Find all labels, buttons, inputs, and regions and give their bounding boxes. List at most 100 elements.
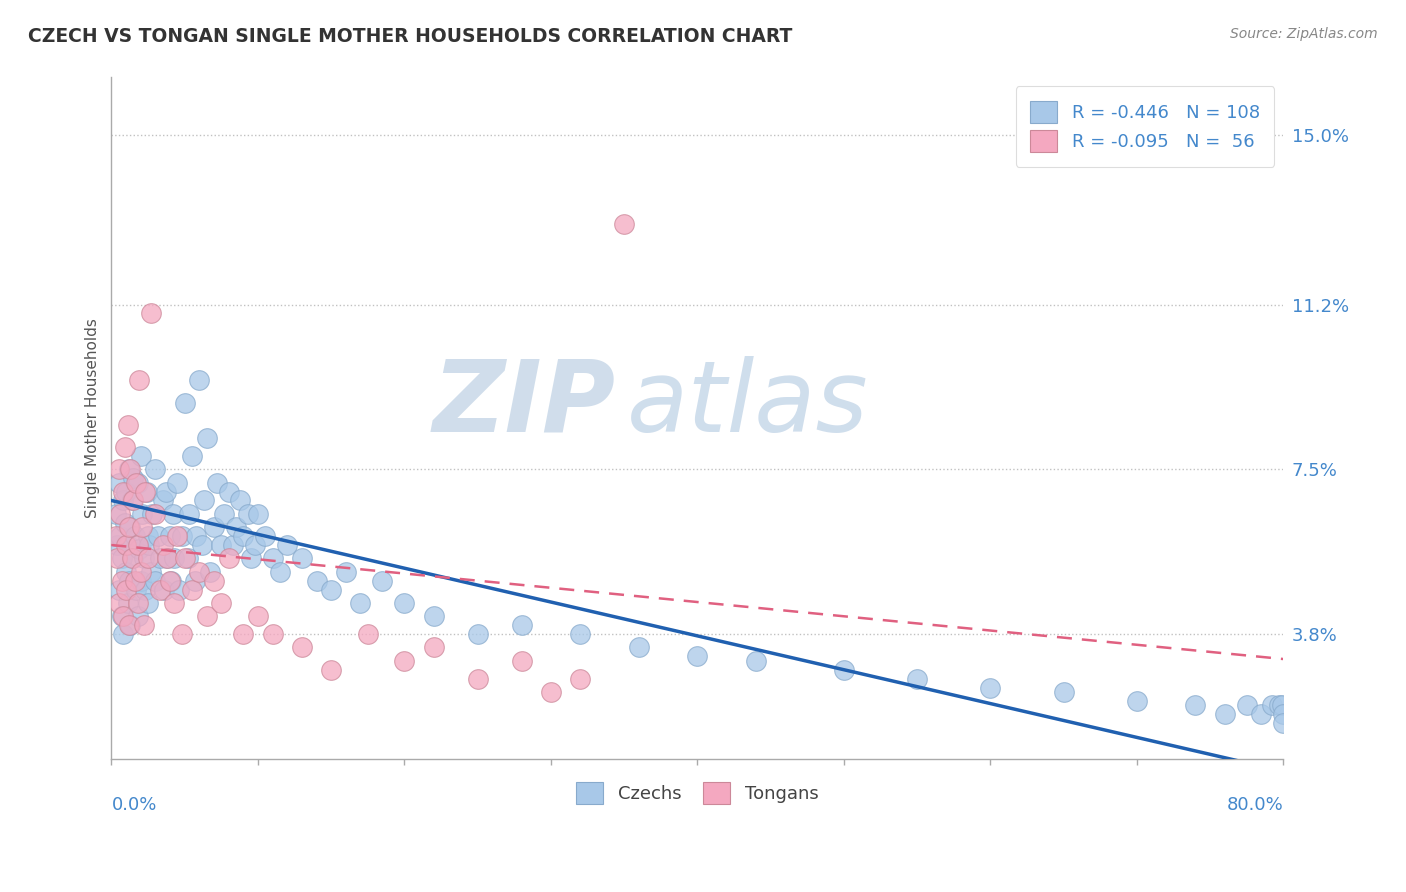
Point: [262, 551, 284, 566]
Point: [686, 649, 709, 664]
Point: [104, 507, 127, 521]
Point: [115, 484, 138, 499]
Point: [134, 484, 156, 499]
Point: [1126, 694, 1149, 708]
Point: [104, 529, 127, 543]
Point: [163, 551, 186, 566]
Point: [115, 582, 138, 597]
Point: [218, 551, 240, 566]
Point: [125, 582, 148, 597]
Point: [212, 507, 235, 521]
Point: [232, 627, 254, 641]
Point: [1272, 716, 1295, 731]
Point: [143, 462, 166, 476]
Point: [205, 475, 228, 490]
Point: [152, 538, 174, 552]
Point: [1271, 698, 1294, 713]
Point: [118, 462, 141, 476]
Point: [135, 484, 157, 499]
Point: [114, 516, 136, 530]
Point: [613, 218, 636, 232]
Point: [176, 551, 198, 566]
Point: [188, 565, 211, 579]
Point: [540, 685, 562, 699]
Point: [141, 507, 163, 521]
Point: [467, 672, 489, 686]
Point: [1052, 685, 1074, 699]
Point: [1260, 698, 1282, 713]
Point: [127, 609, 149, 624]
Point: [129, 449, 152, 463]
Text: atlas: atlas: [627, 356, 869, 453]
Point: [107, 462, 129, 476]
Point: [832, 663, 855, 677]
Point: [143, 574, 166, 588]
Point: [127, 538, 149, 552]
Point: [246, 609, 269, 624]
Point: [195, 609, 218, 624]
Point: [160, 574, 183, 588]
Point: [120, 520, 142, 534]
Point: [239, 551, 262, 566]
Point: [132, 618, 155, 632]
Point: [121, 551, 143, 566]
Point: [1250, 707, 1272, 722]
Point: [229, 493, 252, 508]
Point: [107, 582, 129, 597]
Point: [112, 627, 135, 641]
Point: [262, 627, 284, 641]
Point: [218, 484, 240, 499]
Point: [243, 538, 266, 552]
Point: [143, 507, 166, 521]
Point: [115, 538, 138, 552]
Point: [125, 475, 148, 490]
Point: [371, 574, 394, 588]
Point: [305, 574, 328, 588]
Point: [1184, 698, 1206, 713]
Point: [117, 417, 139, 432]
Point: [112, 609, 135, 624]
Point: [108, 529, 131, 543]
Point: [167, 582, 190, 597]
Point: [246, 507, 269, 521]
Point: [111, 551, 134, 566]
Point: [269, 565, 291, 579]
Point: [163, 596, 186, 610]
Point: [569, 627, 592, 641]
Point: [422, 640, 444, 655]
Legend: Czechs, Tongans: Czechs, Tongans: [569, 774, 825, 811]
Point: [152, 493, 174, 508]
Point: [122, 471, 145, 485]
Point: [155, 484, 177, 499]
Point: [112, 484, 135, 499]
Point: [173, 395, 195, 409]
Point: [108, 507, 131, 521]
Text: 0.0%: 0.0%: [111, 797, 157, 814]
Point: [114, 440, 136, 454]
Point: [905, 672, 928, 686]
Point: [115, 565, 138, 579]
Point: [188, 373, 211, 387]
Point: [166, 529, 188, 543]
Point: [134, 582, 156, 597]
Point: [166, 475, 188, 490]
Point: [170, 529, 193, 543]
Point: [105, 551, 128, 566]
Point: [195, 431, 218, 445]
Point: [394, 596, 416, 610]
Point: [745, 654, 768, 668]
Point: [181, 449, 204, 463]
Point: [124, 574, 146, 588]
Point: [254, 529, 277, 543]
Point: [191, 538, 214, 552]
Point: [181, 582, 204, 597]
Point: [111, 609, 134, 624]
Point: [117, 596, 139, 610]
Text: Source: ZipAtlas.com: Source: ZipAtlas.com: [1230, 27, 1378, 41]
Point: [979, 681, 1001, 695]
Point: [122, 493, 145, 508]
Point: [139, 565, 162, 579]
Point: [129, 574, 152, 588]
Text: ZIP: ZIP: [433, 356, 616, 453]
Point: [170, 627, 193, 641]
